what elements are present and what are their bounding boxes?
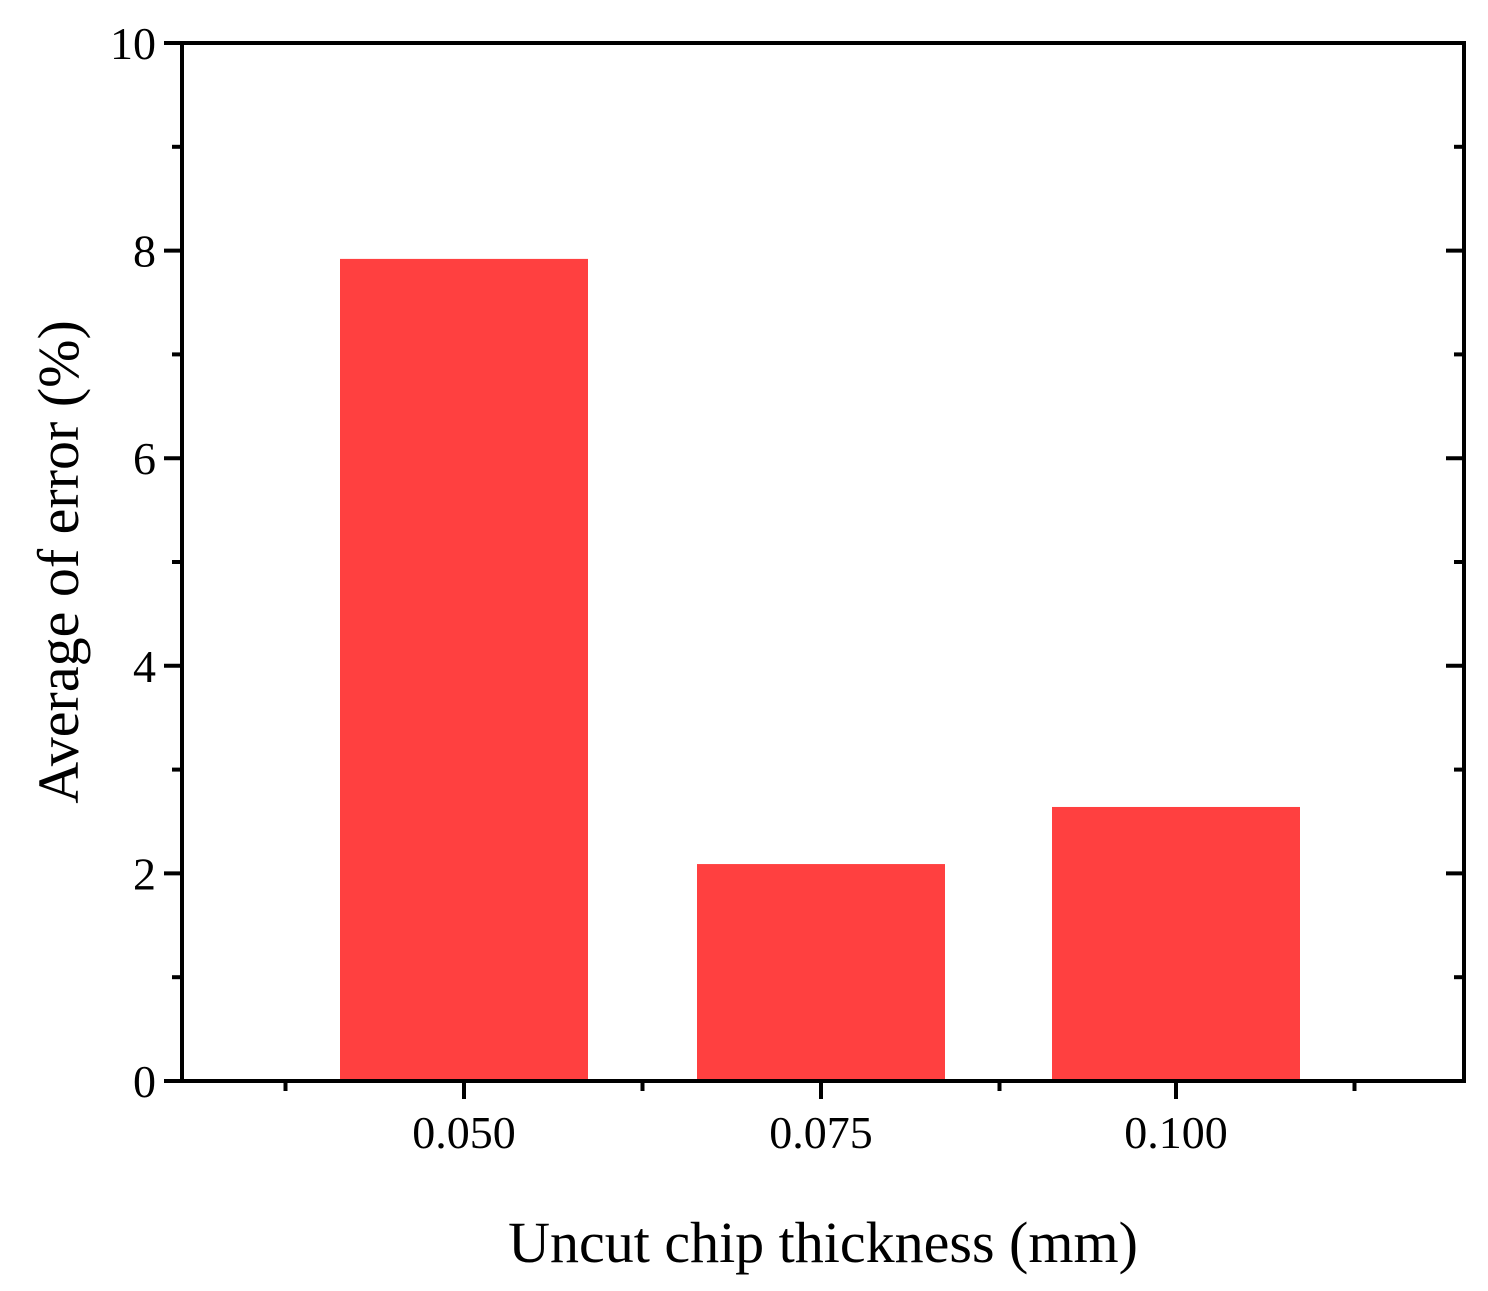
x-tick-label: 0.100 [1124,1107,1228,1158]
y-tick-label: 6 [133,433,156,484]
bar-0.050 [340,258,588,1081]
y-tick-label: 8 [133,226,156,277]
x-tick-labels: 0.050 0.075 0.100 [412,1107,1228,1158]
y-tick-label: 10 [110,18,156,69]
x-tick-label: 0.050 [412,1107,516,1158]
bars-group [340,258,1300,1081]
y-tick-labels: 0 2 4 6 8 10 [110,18,156,1107]
y-tick-label: 2 [133,848,156,899]
x-axis-title: Uncut chip thickness (mm) [508,1210,1138,1275]
y-tick-label: 0 [133,1056,156,1107]
y-tick-label: 4 [133,641,156,692]
bar-0.100 [1052,806,1300,1081]
bar-0.075 [697,864,945,1081]
y-axis-title: Average of error (%) [26,320,91,804]
x-tick-label: 0.075 [769,1107,873,1158]
plot-frame [180,41,1466,1083]
